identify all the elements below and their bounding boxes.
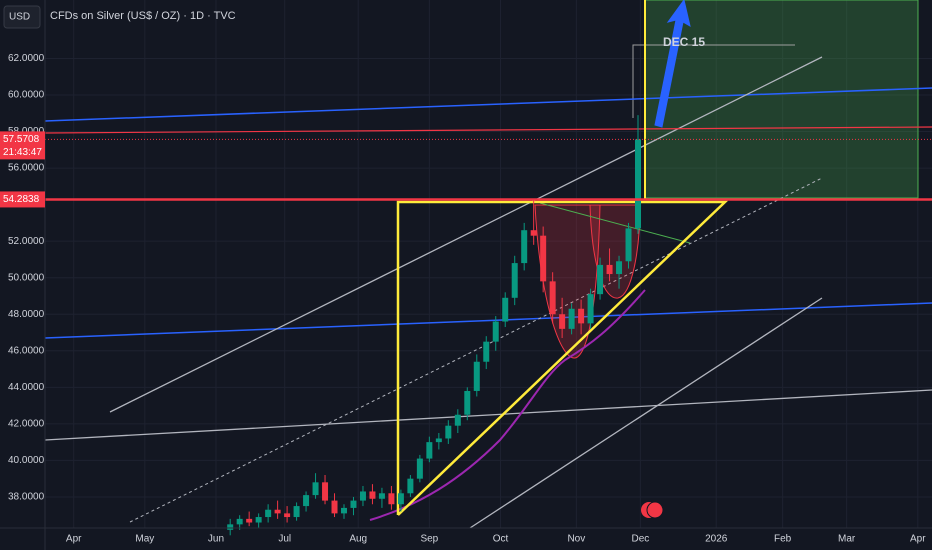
currency-button[interactable] xyxy=(3,5,41,29)
candle-body xyxy=(312,482,319,496)
trend-line xyxy=(109,56,823,413)
y-tick-label: 60.0000 xyxy=(8,90,45,101)
y-tick-label: 62.0000 xyxy=(8,53,45,64)
candle-body xyxy=(635,139,641,229)
x-tick-label: Sep xyxy=(420,534,438,545)
arrow xyxy=(654,0,691,128)
candle-body xyxy=(350,500,357,508)
candle-body xyxy=(454,414,461,426)
x-tick-label: Aug xyxy=(349,534,367,545)
candle-body xyxy=(587,294,594,324)
candle-body xyxy=(388,493,395,505)
resistance-line xyxy=(44,126,932,134)
candle-body xyxy=(559,314,566,329)
channel-line xyxy=(44,87,932,122)
y-tick-label: 40.0000 xyxy=(8,455,45,466)
candle-body xyxy=(540,235,547,282)
y-tick-label: 44.0000 xyxy=(8,382,45,393)
candle-body xyxy=(322,482,329,501)
candle-body xyxy=(435,438,442,443)
candle-body xyxy=(378,493,385,499)
x-tick-label: Nov xyxy=(567,534,585,545)
candle-body xyxy=(625,228,632,262)
target-box xyxy=(644,0,919,199)
y-tick-label: 42.0000 xyxy=(8,419,45,430)
countdown: 21:43:47 xyxy=(3,147,42,158)
trend-line xyxy=(44,389,932,441)
trend-line xyxy=(469,297,823,529)
y-tick-label: 46.0000 xyxy=(8,345,45,356)
candle-body xyxy=(274,509,281,514)
triangle xyxy=(396,200,729,516)
candle-body xyxy=(369,491,376,499)
y-tick-label: 52.0000 xyxy=(8,236,45,247)
candle-body xyxy=(445,425,452,439)
level-label-box xyxy=(0,191,45,208)
x-tick-label: Dec xyxy=(631,534,649,545)
x-tick-label: May xyxy=(135,534,154,545)
annotation: DEC 15 xyxy=(663,35,705,49)
candle-body xyxy=(492,321,499,342)
candle-body xyxy=(473,361,480,391)
candle-body xyxy=(293,506,300,518)
candle-body xyxy=(397,493,404,505)
candle-body xyxy=(568,308,575,329)
candle-body xyxy=(606,264,613,275)
candle-body xyxy=(464,390,471,415)
candle-body xyxy=(502,297,509,322)
candle-body xyxy=(616,261,623,275)
candle-body xyxy=(521,230,528,264)
candle-body xyxy=(284,513,291,518)
x-tick-label: Feb xyxy=(774,534,792,545)
price-axis xyxy=(0,0,45,528)
symbol-title: CFDs on Silver (US$ / OZ) · 1D · TVC xyxy=(50,10,236,22)
handle-line xyxy=(539,202,691,244)
candle-body xyxy=(578,308,585,324)
overlay xyxy=(45,138,932,201)
x-tick-label: 2026 xyxy=(705,534,728,545)
x-tick-label: Oct xyxy=(493,534,509,545)
candle-body xyxy=(255,517,262,523)
dashed-line xyxy=(129,177,823,523)
level-label: 54.2838 xyxy=(3,194,40,205)
candle-body xyxy=(331,500,338,514)
axes: 38.0000 40.0000 42.0000 44.0000 46.0000 48.00… xyxy=(0,53,926,545)
candle-body xyxy=(236,518,243,525)
candle-body xyxy=(265,509,272,518)
candle-body xyxy=(341,507,347,514)
x-tick-label: Mar xyxy=(838,534,856,545)
candle-body xyxy=(359,491,366,501)
candle-body xyxy=(549,281,556,315)
x-tick-label: Jul xyxy=(278,534,291,545)
candle-body xyxy=(416,458,423,479)
event-icon xyxy=(646,501,664,519)
x-tick-label: Apr xyxy=(910,534,926,545)
candle-body xyxy=(303,495,310,507)
last-price-label: 57.5708 xyxy=(3,134,40,145)
candle-body xyxy=(483,341,490,362)
candle-body xyxy=(407,478,414,494)
measure-line xyxy=(632,44,795,118)
y-tick-label: 48.0000 xyxy=(8,309,45,320)
y-tick-label: 38.0000 xyxy=(8,492,45,503)
candle-body xyxy=(597,264,604,295)
x-tick-label: Jun xyxy=(208,534,224,545)
candles xyxy=(227,115,641,536)
y-tick-label: 56.0000 xyxy=(8,163,45,174)
grid xyxy=(45,0,932,528)
candle-body xyxy=(530,230,537,236)
candle-body xyxy=(426,442,433,459)
candle-body xyxy=(227,524,234,530)
y-tick-label: 50.0000 xyxy=(8,272,45,283)
candle-body xyxy=(511,263,518,298)
last-price-box xyxy=(0,131,45,160)
candle-body xyxy=(246,518,253,523)
currency[interactable]: USD xyxy=(9,12,30,23)
channel-line xyxy=(44,302,932,339)
x-tick-label: Apr xyxy=(66,534,82,545)
moving-average xyxy=(369,289,646,521)
